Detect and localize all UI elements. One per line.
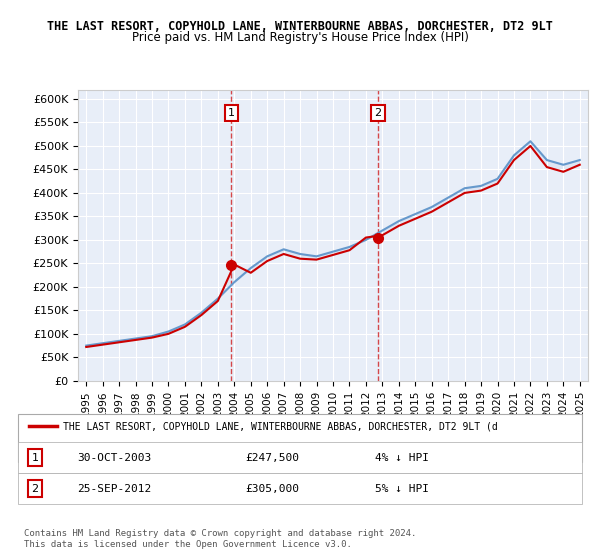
Text: £305,000: £305,000 (245, 484, 299, 493)
Text: 1: 1 (228, 108, 235, 118)
Text: Contains HM Land Registry data © Crown copyright and database right 2024.
This d: Contains HM Land Registry data © Crown c… (24, 529, 416, 549)
FancyBboxPatch shape (18, 414, 582, 462)
Text: 1: 1 (31, 453, 38, 463)
Text: THE LAST RESORT, COPYHOLD LANE, WINTERBOURNE ABBAS, DORCHESTER, DT2 9LT (d: THE LAST RESORT, COPYHOLD LANE, WINTERBO… (63, 421, 498, 431)
Text: 4% ↓ HPI: 4% ↓ HPI (374, 453, 428, 463)
Text: 30-OCT-2003: 30-OCT-2003 (77, 453, 151, 463)
Text: £247,500: £247,500 (245, 453, 299, 463)
FancyBboxPatch shape (18, 473, 582, 504)
Text: HPI: Average price, detached house, Dorset: HPI: Average price, detached house, Dors… (63, 445, 310, 455)
Text: 5% ↓ HPI: 5% ↓ HPI (374, 484, 428, 493)
Text: THE LAST RESORT, COPYHOLD LANE, WINTERBOURNE ABBAS, DORCHESTER, DT2 9LT: THE LAST RESORT, COPYHOLD LANE, WINTERBO… (47, 20, 553, 32)
Text: Price paid vs. HM Land Registry's House Price Index (HPI): Price paid vs. HM Land Registry's House … (131, 31, 469, 44)
Text: 2: 2 (374, 108, 382, 118)
Text: 2: 2 (31, 484, 38, 493)
FancyBboxPatch shape (18, 442, 582, 473)
Text: 25-SEP-2012: 25-SEP-2012 (77, 484, 151, 493)
